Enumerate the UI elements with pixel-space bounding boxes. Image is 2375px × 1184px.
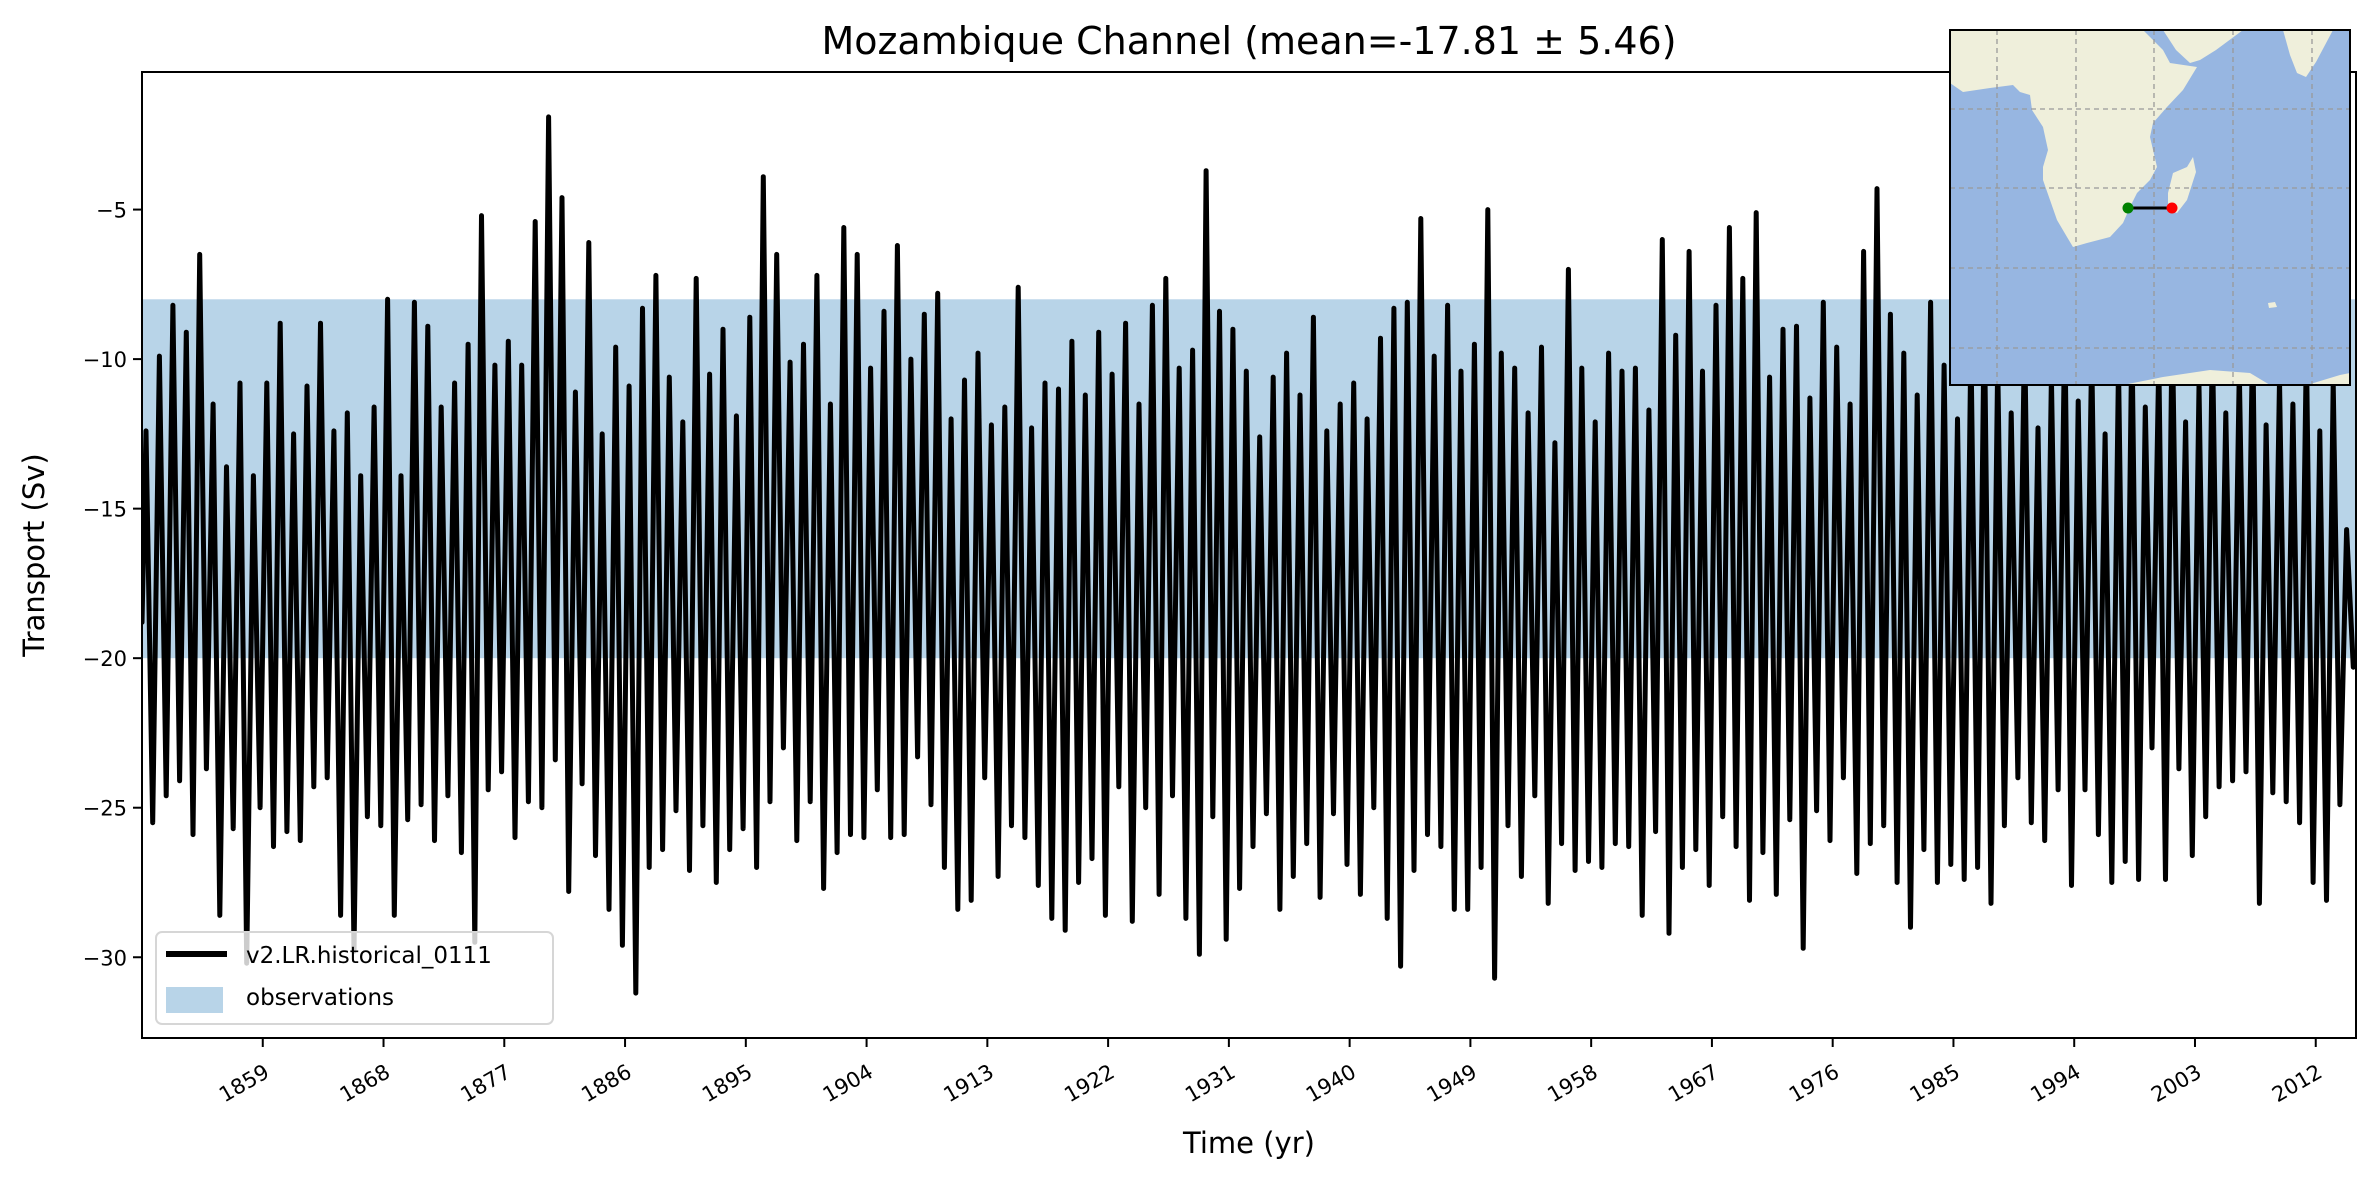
x-tick-label: 1913	[940, 1060, 998, 1108]
x-tick-label: 2012	[2268, 1060, 2326, 1108]
y-tick-label: −15	[83, 498, 127, 522]
india-landmass	[2283, 30, 2333, 77]
x-axis: 1859 1868 1877 1886 1895 1904 1913 1922 1931 1940…	[215, 1038, 2326, 1107]
plot-frame	[141, 71, 2357, 1039]
map-land	[1950, 30, 2350, 385]
x-tick-label: 1958	[1543, 1060, 1601, 1108]
x-tick-label: 1922	[1060, 1060, 1118, 1108]
y-tick-label: −30	[83, 946, 127, 970]
section-end-marker	[2166, 202, 2178, 214]
x-tick-label: 1931	[1181, 1060, 1239, 1108]
antarctica-landmass-east	[2307, 373, 2350, 385]
y-axis-label: Transport (Sv)	[17, 453, 51, 658]
legend-observations-swatch	[166, 987, 223, 1013]
x-tick-label: 1940	[1302, 1060, 1360, 1108]
x-tick-label: 1886	[577, 1060, 635, 1108]
x-tick-label: 1904	[819, 1060, 877, 1108]
y-axis: −30 −25 −20 −15 −10 −5	[83, 199, 142, 970]
x-tick-label: 1985	[1906, 1060, 1964, 1108]
africa-landmass	[1950, 30, 2197, 247]
y-tick-label: −5	[96, 199, 127, 223]
y-tick-label: −20	[83, 647, 127, 671]
inset-map	[1949, 29, 2351, 386]
madagascar-landmass	[2168, 157, 2196, 213]
legend: v2.LR.historical_0111 observations	[155, 931, 554, 1025]
legend-label-series: v2.LR.historical_0111	[246, 943, 492, 969]
x-axis-label: Time (yr)	[1182, 1126, 1315, 1160]
x-tick-label: 1994	[2026, 1060, 2084, 1108]
x-tick-label: 1976	[1785, 1060, 1843, 1108]
x-tick-label: 1949	[1423, 1060, 1481, 1108]
x-tick-label: 1895	[698, 1060, 756, 1108]
y-tick-label: −10	[83, 348, 127, 372]
x-tick-label: 1868	[336, 1060, 394, 1108]
y-tick-label: −25	[83, 797, 127, 821]
chart-title: Mozambique Channel (mean=-17.81 ± 5.46)	[821, 19, 1676, 63]
x-tick-label: 2003	[2147, 1060, 2205, 1108]
map-gridlines	[1950, 30, 2350, 385]
arabia-landmass	[2163, 30, 2243, 63]
inset-frame	[1949, 29, 2351, 386]
x-tick-label: 1877	[456, 1060, 514, 1108]
island	[2268, 302, 2277, 308]
x-tick-label: 1859	[215, 1060, 273, 1108]
section-start-marker	[2122, 202, 2134, 214]
x-tick-label: 1967	[1664, 1060, 1722, 1108]
legend-label-observations: observations	[246, 985, 394, 1011]
